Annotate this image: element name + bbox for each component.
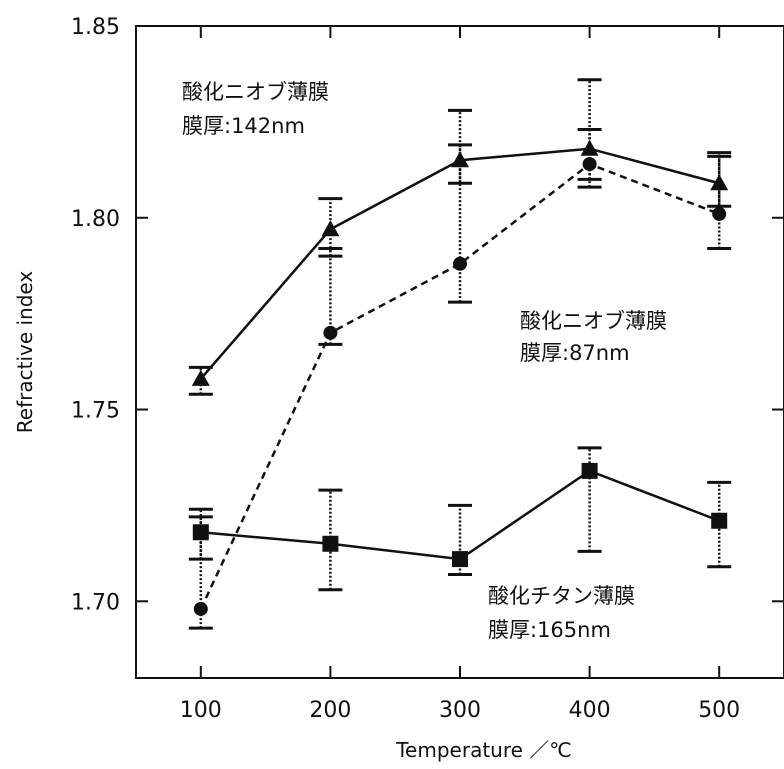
- y-axis-label: Refractive index: [13, 271, 37, 434]
- y-axis-ticks: 1.70 1.75 1.80 1.85: [71, 15, 784, 615]
- circle-point: [453, 256, 467, 271]
- x-tick-label: 500: [698, 698, 740, 723]
- square-point: [192, 524, 209, 541]
- y-tick-label: 1.85: [71, 15, 120, 40]
- series-circle: [188, 78, 732, 630]
- square-point: [452, 551, 468, 568]
- circle-point: [712, 206, 727, 221]
- annotation-niobium-87: 酸化ニオブ薄膜 膜厚:87nm: [520, 309, 667, 365]
- annotation-titanium-165-line1: 酸化チタン薄膜: [488, 584, 635, 608]
- series-square: [188, 446, 732, 592]
- triangle-point: [451, 151, 469, 168]
- triangle-point: [580, 139, 599, 156]
- y-tick-label: 1.70: [71, 590, 120, 615]
- x-tick-label: 300: [439, 698, 481, 723]
- square-point: [711, 512, 728, 529]
- circle-point: [582, 157, 597, 172]
- square-point: [322, 535, 339, 552]
- triangle-point: [191, 369, 210, 386]
- triangle-point: [321, 220, 340, 237]
- annotation-niobium-87-line1: 酸化ニオブ薄膜: [520, 309, 667, 333]
- y-tick-label: 1.75: [71, 399, 120, 424]
- circle-point: [193, 601, 208, 616]
- circle-point: [323, 325, 338, 340]
- x-tick-label: 200: [309, 698, 351, 723]
- annotation-titanium-165-line2: 膜厚:165nm: [488, 618, 611, 642]
- x-axis-label: Temperature ／℃: [395, 738, 572, 762]
- annotation-niobium-142-line2: 膜厚:142nm: [182, 114, 305, 138]
- x-tick-label: 100: [180, 698, 222, 723]
- square-point: [581, 462, 598, 479]
- y-tick-label: 1.80: [71, 207, 120, 232]
- series-layer: [188, 78, 732, 630]
- x-tick-label: 400: [569, 698, 611, 723]
- annotation-niobium-142-line1: 酸化ニオブ薄膜: [182, 80, 329, 104]
- series-line: [199, 162, 720, 610]
- annotation-niobium-87-line2: 膜厚:87nm: [520, 341, 630, 365]
- annotation-titanium-165: 酸化チタン薄膜 膜厚:165nm: [488, 584, 635, 642]
- annotation-niobium-142: 酸化ニオブ薄膜 膜厚:142nm: [182, 80, 329, 138]
- triangle-point: [710, 174, 729, 191]
- x-axis-ticks: 100 200 300 400 500: [180, 26, 740, 723]
